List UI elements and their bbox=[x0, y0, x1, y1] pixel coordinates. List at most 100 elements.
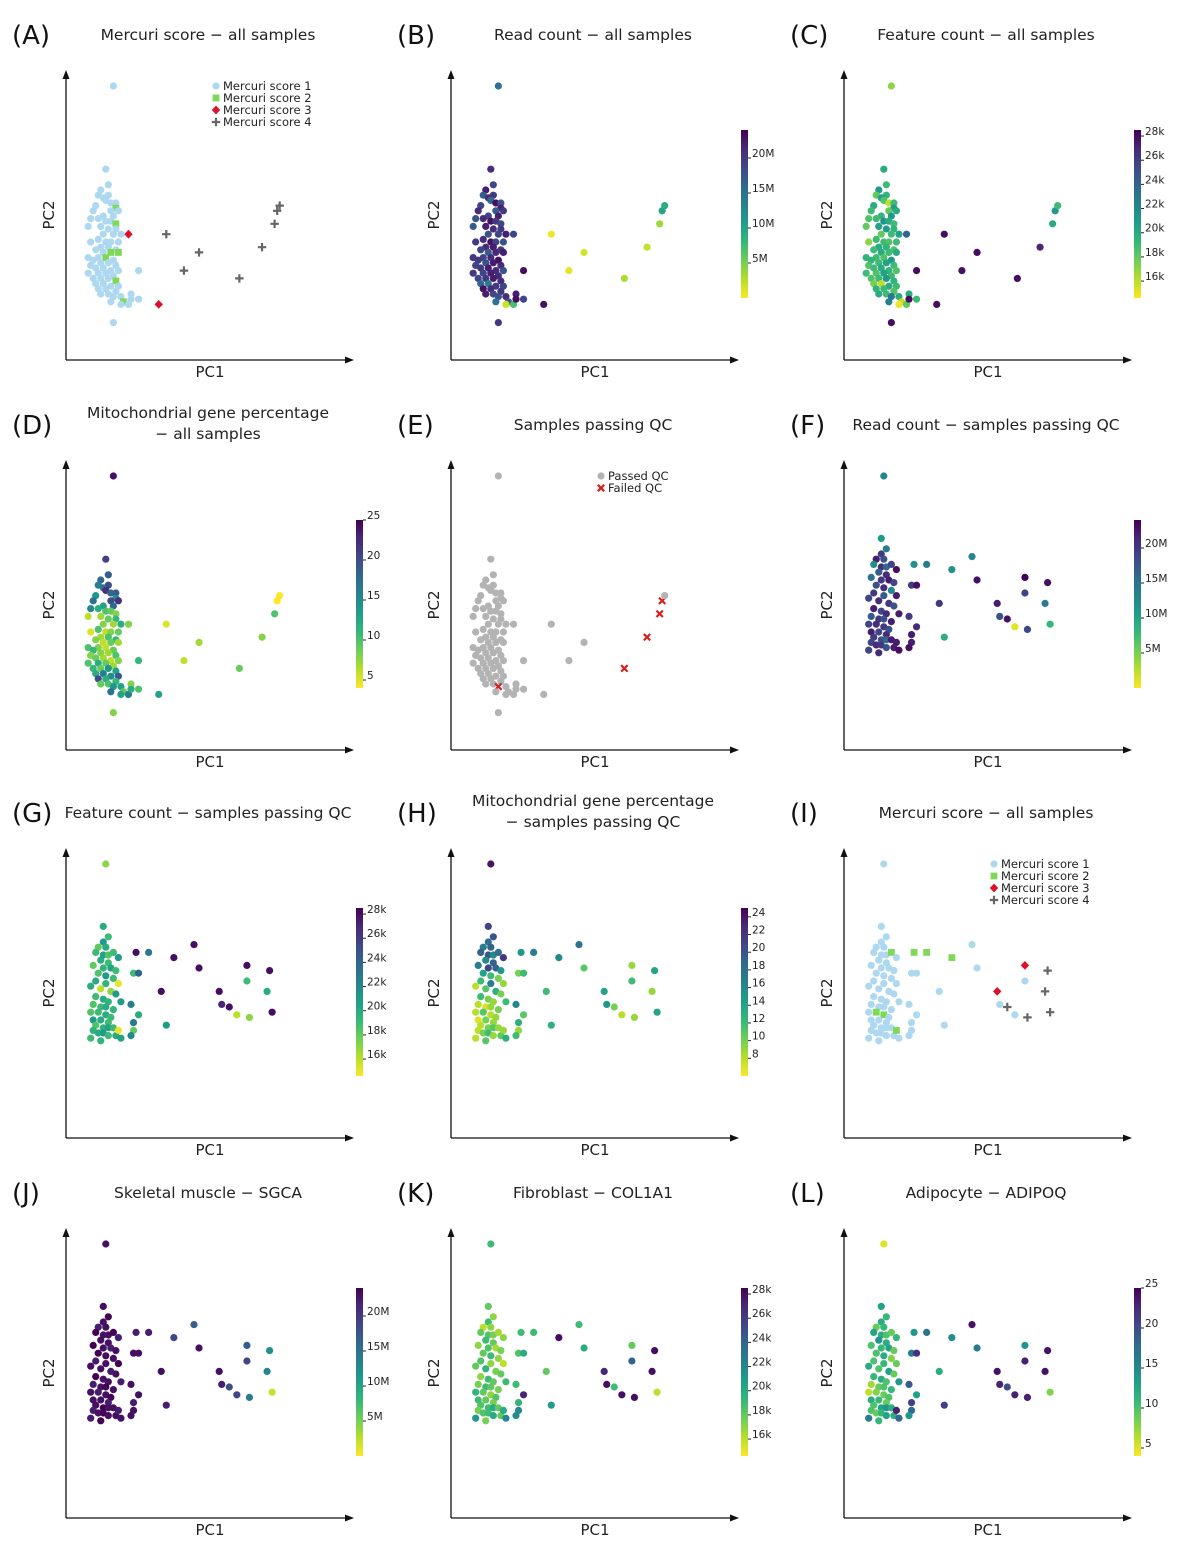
data-point bbox=[489, 680, 497, 688]
y-axis-label: PC2 bbox=[818, 1358, 836, 1387]
axes bbox=[840, 460, 1132, 754]
data-point bbox=[109, 1006, 117, 1014]
data-point bbox=[102, 1240, 110, 1248]
data-point bbox=[865, 982, 873, 990]
data-point bbox=[512, 290, 520, 298]
colorbar-tick-label: 18k bbox=[367, 1025, 387, 1037]
data-point bbox=[102, 980, 110, 988]
data-point bbox=[89, 1341, 97, 1349]
panel-label: (K) bbox=[397, 1179, 434, 1209]
data-point bbox=[910, 560, 918, 568]
colorbar-gradient bbox=[356, 520, 363, 688]
data-point bbox=[895, 610, 903, 618]
data-point bbox=[887, 618, 895, 626]
data-point bbox=[215, 987, 223, 995]
data-point bbox=[870, 246, 878, 254]
data-point bbox=[600, 987, 608, 995]
data-point bbox=[877, 1344, 885, 1352]
colorbar-tick-label: 20k bbox=[1145, 223, 1165, 235]
data-point bbox=[109, 974, 117, 982]
data-point bbox=[512, 1380, 520, 1388]
colorbar-tick-label: 16k bbox=[1145, 271, 1165, 283]
data-point bbox=[877, 1404, 885, 1412]
data-point bbox=[115, 249, 122, 256]
data-point bbox=[905, 644, 913, 652]
y-axis-arrow-icon bbox=[62, 848, 70, 857]
data-point bbox=[87, 1414, 95, 1422]
data-point bbox=[912, 1391, 921, 1399]
data-point bbox=[643, 243, 651, 251]
data-point bbox=[494, 82, 502, 90]
colorbar-tick-label: 10 bbox=[367, 630, 380, 642]
data-point bbox=[87, 215, 95, 223]
data-point bbox=[492, 199, 500, 207]
data-point bbox=[99, 620, 107, 628]
data-point bbox=[519, 969, 528, 977]
data-point bbox=[104, 225, 112, 233]
data-point bbox=[477, 1357, 485, 1365]
data-point bbox=[104, 1024, 112, 1032]
data-point bbox=[472, 628, 480, 636]
data-points bbox=[865, 1240, 1054, 1425]
x-axis-label: PC1 bbox=[580, 1141, 609, 1159]
colorbar-gradient bbox=[1134, 130, 1141, 298]
data-point bbox=[870, 977, 878, 985]
data-point bbox=[870, 1357, 878, 1365]
data-point bbox=[875, 568, 883, 576]
data-point bbox=[94, 625, 102, 633]
data-point bbox=[948, 566, 956, 574]
data-point bbox=[502, 620, 510, 628]
data-point bbox=[477, 1373, 485, 1381]
data-point bbox=[610, 1383, 618, 1391]
data-point bbox=[102, 165, 110, 173]
data-point bbox=[472, 238, 480, 246]
data-point bbox=[162, 620, 170, 628]
data-point bbox=[1020, 961, 1030, 970]
data-point bbox=[880, 217, 888, 225]
panel-title: Mercuri score − all samples bbox=[879, 804, 1094, 822]
data-point bbox=[499, 238, 507, 246]
axes bbox=[840, 848, 1132, 1142]
panel-label: (I) bbox=[790, 799, 818, 829]
colorbar-tick-label: 26k bbox=[752, 1308, 772, 1320]
data-point bbox=[1041, 1367, 1049, 1375]
data-point bbox=[514, 1019, 523, 1027]
panel-h: (H) Mitochondrial gene percentage − sample… bbox=[397, 792, 775, 1168]
panel-title: − all samples bbox=[155, 425, 260, 443]
scatter-plot-a: (A) Mercuri score − all samples PC1 PC2 Merc… bbox=[12, 21, 354, 381]
data-point bbox=[109, 319, 117, 327]
data-points bbox=[865, 860, 1055, 1045]
data-point bbox=[648, 1367, 656, 1375]
data-point bbox=[97, 1396, 105, 1404]
data-point bbox=[973, 964, 981, 972]
data-point bbox=[875, 956, 883, 964]
data-point bbox=[127, 1380, 135, 1388]
colorbar-tick-label: 20 bbox=[1145, 1318, 1158, 1330]
data-point bbox=[92, 1373, 100, 1381]
data-point bbox=[92, 948, 100, 956]
y-axis-arrow-icon bbox=[447, 1228, 455, 1237]
data-point bbox=[887, 974, 895, 982]
colorbar-tick-label: 15M bbox=[752, 183, 774, 195]
data-point bbox=[912, 295, 921, 303]
colorbar-tick-label: 22 bbox=[752, 925, 765, 937]
data-point bbox=[89, 1380, 97, 1388]
data-point bbox=[555, 1334, 563, 1342]
data-point bbox=[109, 1354, 117, 1362]
data-point bbox=[87, 1034, 95, 1042]
data-point bbox=[112, 990, 120, 998]
data-point bbox=[87, 605, 95, 613]
data-point bbox=[968, 553, 976, 561]
data-point bbox=[155, 690, 163, 698]
data-point bbox=[472, 1362, 480, 1370]
data-point bbox=[494, 230, 502, 238]
data-point bbox=[968, 941, 976, 949]
data-point bbox=[479, 1029, 487, 1037]
data-point bbox=[494, 319, 502, 327]
data-points bbox=[865, 472, 1054, 657]
colorbar-tick-label: 5M bbox=[1145, 643, 1161, 655]
data-point bbox=[243, 1341, 251, 1349]
colorbar-tick-label: 18 bbox=[752, 960, 765, 972]
data-point bbox=[104, 571, 112, 579]
data-point bbox=[114, 954, 122, 962]
